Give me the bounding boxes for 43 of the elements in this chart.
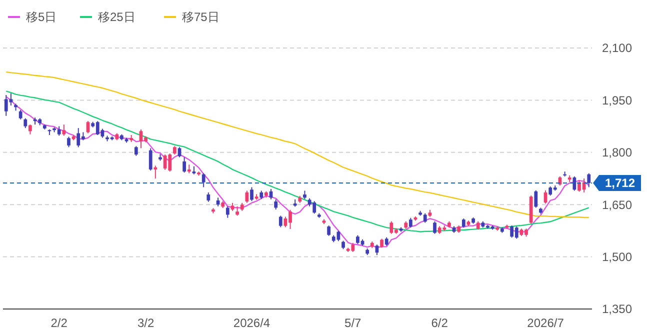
legend-label: 移25日: [98, 10, 136, 24]
candlestick: [28, 124, 32, 135]
candlestick: [148, 148, 152, 171]
x-tick-label: 3/2: [137, 316, 154, 330]
candlestick: [462, 218, 466, 228]
y-tick-label: 1,950: [602, 93, 632, 108]
y-tick-label: 1,800: [602, 146, 632, 160]
candlestick: [18, 109, 22, 120]
legend-label: 移5日: [26, 10, 57, 24]
candlestick: [380, 238, 384, 248]
candlestick: [274, 198, 278, 210]
candlestick: [433, 220, 436, 234]
candlestick: [423, 212, 427, 224]
candlestick: [182, 156, 186, 174]
y-tick-label: 1,500: [602, 250, 632, 264]
y-tick-label: 1,650: [602, 198, 632, 212]
candlestick: [67, 136, 70, 148]
candlestick: [202, 172, 206, 188]
candlestick: [408, 217, 412, 228]
candlestick: [534, 190, 538, 208]
x-tick-label: 5/7: [344, 316, 362, 330]
candlestick: [245, 190, 249, 204]
candlestick: [24, 118, 28, 129]
y-tick-label: 2,100: [602, 41, 632, 56]
candlestick: [236, 206, 239, 216]
x-tick-label: 2026/4: [233, 316, 270, 330]
ref-line-label: 1,712: [604, 176, 636, 190]
candlestick: [250, 186, 254, 202]
candlestick: [572, 176, 576, 192]
candlestick: [206, 192, 210, 202]
x-tick-label: 2026/7: [527, 316, 564, 330]
candlestick: [226, 206, 230, 218]
candlestick: [62, 124, 66, 136]
candlestick: [587, 172, 591, 188]
legend-label: 移75日: [182, 10, 220, 24]
candlestick: [278, 215, 282, 228]
line-series: [6, 71, 590, 218]
x-tick-label: 6/2: [431, 316, 448, 330]
candlestick: [134, 146, 138, 156]
x-tick-label: 2/2: [50, 316, 68, 330]
candlestick: [327, 224, 330, 236]
candlestick: [154, 165, 158, 179]
y-tick-label: 1,350: [602, 302, 632, 316]
